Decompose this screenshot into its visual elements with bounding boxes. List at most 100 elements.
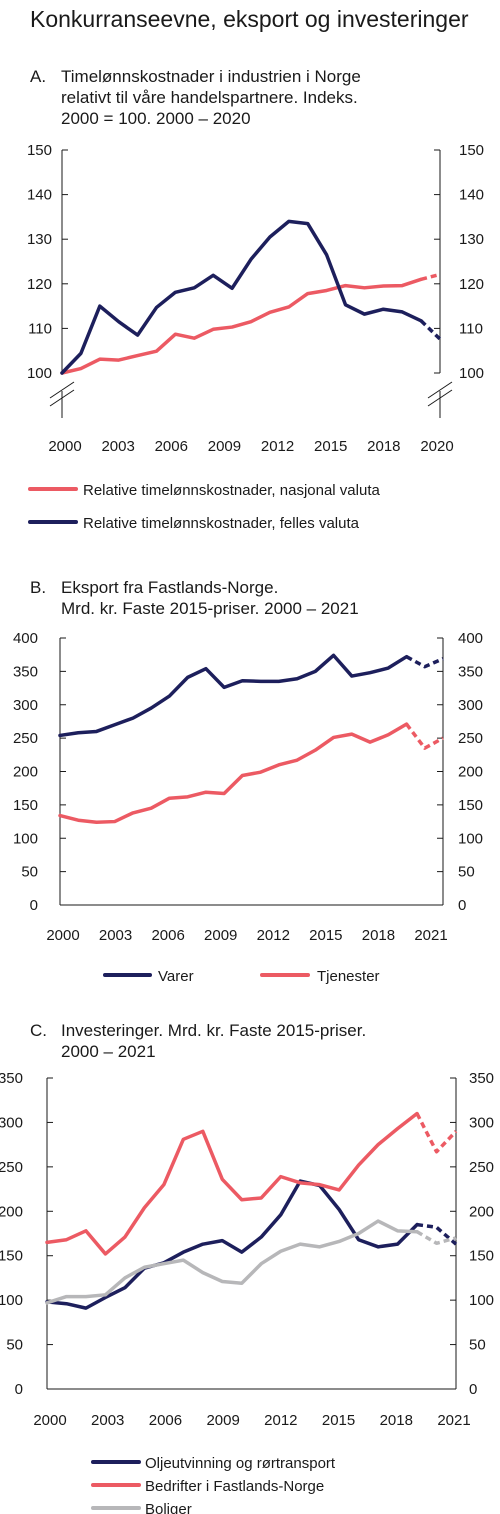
panel-b-y-tick-label-right: 250 [458,730,483,747]
panel-b-y-tick-label-left: 0 [30,897,38,914]
panel-c-y-tick-label-left: 50 [6,1337,23,1354]
panel-a-legend-label-0: Relative timelønnskostnader, nasjonal va… [83,482,380,499]
panel-c-y-tick-label-right: 0 [469,1381,477,1398]
panel-b-y-tick-label-left: 150 [13,797,38,814]
panel-c-y-tick-label-left: 350 [0,1070,23,1087]
panel-a-x-tick-label: 2015 [314,438,347,455]
panel-c-x-tick-label: 2015 [322,1412,355,1429]
panel-b-y-tick-label-left: 50 [21,864,38,881]
panel-c-y-tick-label-right: 350 [469,1070,494,1087]
panel-b-x-tick-label: 2015 [309,927,342,944]
panel-b-y-tick-label-left: 400 [13,630,38,647]
panel-c-legend-label-1: Bedrifter i Fastlands-Norge [145,1478,324,1495]
panel-b-y-tick-label-right: 0 [458,897,466,914]
panel-c-series-2-line-dashed [416,1230,457,1246]
panel-c-x-tick-label: 2018 [380,1412,413,1429]
panel-c-y-tick-label-right: 50 [469,1337,486,1354]
panel-b-y-tick-label-right: 400 [458,630,483,647]
panel-b-y-tick-label-right: 350 [458,663,483,680]
panel-b-series-0-line-dashed [405,655,444,669]
panel-c-series-0-line-dashed [416,1222,458,1246]
panel-c-series-1-line [45,1111,419,1256]
panel-c-series-0-line [45,1179,419,1310]
panel-a-y-tick-label-left: 150 [27,142,52,159]
panel-a-y-tick-label-right: 110 [459,320,483,337]
panel-c-x-tick-label: 2009 [206,1412,239,1429]
panel-a-y-tick-label-right: 130 [459,231,484,248]
panel-a-axis-break-left-upper [49,381,75,399]
panel-a-x-tick-label: 2000 [48,438,81,455]
panel-a-y-tick-label-left: 140 [27,187,52,204]
panel-c-y-tick-label-left: 100 [0,1292,23,1309]
panel-c-legend-label-2: Boliger [145,1501,192,1514]
panel-c-legend-label-0: Oljeutvinning og rørtransport [145,1455,336,1472]
panel-b-y-tick-label-left: 100 [13,830,38,847]
panel-b-y-tick-label-left: 200 [13,764,38,781]
panel-c-y-tick-label-left: 200 [0,1203,23,1220]
panel-b-y-tick-label-left: 350 [13,663,38,680]
panel-a-y-tick-label-right: 120 [459,276,484,293]
panel-a-axis-break-right-upper [427,381,453,399]
panel-a-x-tick-label: 2009 [208,438,241,455]
panel-a-series-0-line [60,277,423,375]
panel-c-y-tick-label-left: 300 [0,1114,23,1131]
panel-c-series-2-line [45,1219,419,1305]
figure-title: Konkurranseevne, eksport og investeringe… [30,6,469,32]
panel-c-y-tick-label-left: 250 [0,1159,23,1176]
panel-b-x-tick-label: 2021 [414,927,447,944]
panel-b-title-line-2: Mrd. kr. Faste 2015-priser. 2000 – 2021 [61,599,359,618]
panel-b-x-tick-label: 2000 [46,927,79,944]
panel-c-y-tick-label-left: 0 [15,1381,23,1398]
panel-a-x-tick-label: 2003 [101,438,134,455]
panel-c-letter: C. [30,1021,47,1040]
panel-a-x-tick-label: 2006 [155,438,188,455]
panel-c-title-line-2: 2000 – 2021 [61,1042,156,1061]
panel-c-x-tick-label: 2006 [149,1412,182,1429]
panel-b-y-tick-label-right: 50 [458,864,475,881]
panel-a-series-1-line [60,219,423,375]
panel-b-y-tick-label-right: 200 [458,764,483,781]
panel-a-y-tick-label-left: 100 [27,365,52,382]
panel-a-title-line-3: 2000 = 100. 2000 – 2020 [61,109,251,128]
panel-a-legend-label-1: Relative timelønnskostnader, felles valu… [83,515,360,532]
panel-a-y-tick-label-left: 130 [27,231,52,248]
panel-a-series-0-line-dashed [420,272,441,282]
panel-a-x-tick-label: 2012 [261,438,294,455]
panel-c-y-tick-label-left: 150 [0,1248,23,1265]
panel-b-legend-label-1: Tjenester [317,968,380,985]
panel-c-series-1-line-dashed [415,1112,458,1154]
panel-a-y-tick-label-right: 150 [459,142,484,159]
panel-c-x-tick-label: 2000 [33,1412,66,1429]
panel-c-title-line-1: Investeringer. Mrd. kr. Faste 2015-prise… [61,1021,367,1040]
panel-a-y-tick-label-left: 120 [27,276,52,293]
panel-b-x-tick-label: 2003 [99,927,132,944]
panel-a-x-tick-label: 2018 [367,438,400,455]
panel-b-x-tick-label: 2009 [204,927,237,944]
panel-c-y-tick-label-right: 100 [469,1292,494,1309]
panel-a-title-line-1: Timelønnskostnader i industrien i Norge [61,67,361,86]
panel-c-y-tick-label-right: 250 [469,1159,494,1176]
panel-b-x-tick-label: 2018 [362,927,395,944]
panel-c-y-tick-label-right: 300 [469,1114,494,1131]
panel-b-series-1-line-dashed [405,723,444,750]
panel-c-x-tick-label: 2003 [91,1412,124,1429]
panel-b-y-tick-label-right: 100 [458,830,483,847]
panel-b-letter: B. [30,578,47,597]
panel-c-x-tick-label: 2012 [264,1412,297,1429]
panel-b-y-tick-label-right: 300 [458,697,483,714]
panel-c-y-tick-label-right: 150 [469,1248,494,1265]
panel-a-x-tick-label: 2020 [420,438,453,455]
panel-b-y-tick-label-left: 250 [13,730,38,747]
panel-b-legend-label-0: Varer [158,968,194,985]
panel-b-y-tick-label-right: 150 [458,797,483,814]
panel-c-x-tick-label: 2021 [437,1412,470,1429]
panel-c-y-tick-label-right: 200 [469,1203,494,1220]
panel-a-y-tick-label-left: 110 [28,320,52,337]
panel-a-y-tick-label-right: 140 [459,187,484,204]
panel-b-y-tick-label-left: 300 [13,697,38,714]
panel-a-title-line-2: relativt til våre handelspartnere. Indek… [61,88,358,107]
panel-a-series-1-line-dashed [419,319,442,341]
panel-b-series-1-line [58,722,409,824]
panel-b-x-tick-label: 2012 [257,927,290,944]
